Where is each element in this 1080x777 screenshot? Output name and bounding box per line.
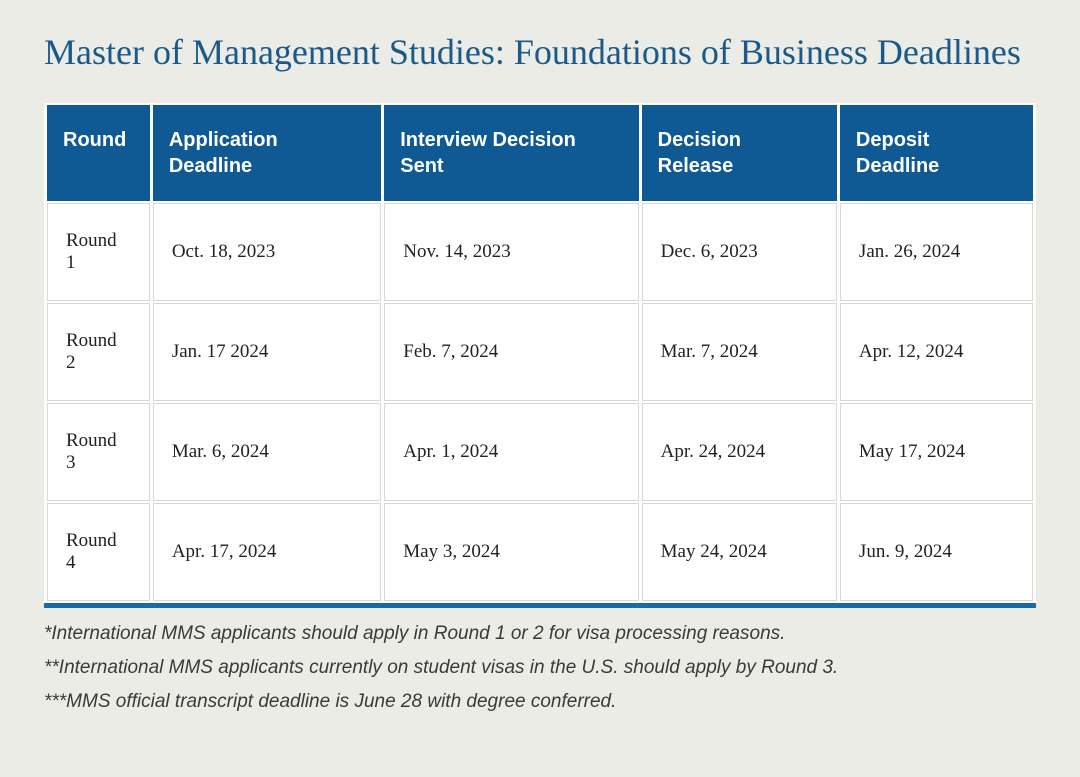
cell-interview: Nov. 14, 2023 xyxy=(384,203,638,301)
col-interview: Interview Decision Sent xyxy=(384,105,638,201)
table-row: Round 3 Mar. 6, 2024 Apr. 1, 2024 Apr. 2… xyxy=(47,403,1033,501)
cell-app: Mar. 6, 2024 xyxy=(153,403,381,501)
cell-round: Round 3 xyxy=(47,403,150,501)
cell-round: Round 1 xyxy=(47,203,150,301)
col-deposit: Deposit Deadline xyxy=(840,105,1033,201)
page-title: Master of Management Studies: Foundation… xyxy=(44,28,1036,77)
footnote: ***MMS official transcript deadline is J… xyxy=(44,686,1036,718)
table-row: Round 4 Apr. 17, 2024 May 3, 2024 May 24… xyxy=(47,503,1033,601)
cell-decision: May 24, 2024 xyxy=(642,503,837,601)
col-round: Round xyxy=(47,105,150,201)
cell-interview: May 3, 2024 xyxy=(384,503,638,601)
cell-deposit: Jan. 26, 2024 xyxy=(840,203,1033,301)
table-header-row: Round Application Deadline Interview Dec… xyxy=(47,105,1033,201)
cell-interview: Apr. 1, 2024 xyxy=(384,403,638,501)
table-row: Round 2 Jan. 17 2024 Feb. 7, 2024 Mar. 7… xyxy=(47,303,1033,401)
footnote: *International MMS applicants should app… xyxy=(44,618,1036,650)
cell-decision: Apr. 24, 2024 xyxy=(642,403,837,501)
cell-deposit: May 17, 2024 xyxy=(840,403,1033,501)
cell-app: Oct. 18, 2023 xyxy=(153,203,381,301)
cell-app: Apr. 17, 2024 xyxy=(153,503,381,601)
cell-deposit: Jun. 9, 2024 xyxy=(840,503,1033,601)
cell-interview: Feb. 7, 2024 xyxy=(384,303,638,401)
col-app: Application Deadline xyxy=(153,105,381,201)
cell-round: Round 2 xyxy=(47,303,150,401)
cell-round: Round 4 xyxy=(47,503,150,601)
deadlines-table: Round Application Deadline Interview Dec… xyxy=(44,103,1036,608)
cell-decision: Mar. 7, 2024 xyxy=(642,303,837,401)
cell-app: Jan. 17 2024 xyxy=(153,303,381,401)
cell-deposit: Apr. 12, 2024 xyxy=(840,303,1033,401)
table-row: Round 1 Oct. 18, 2023 Nov. 14, 2023 Dec.… xyxy=(47,203,1033,301)
footnote: **International MMS applicants currently… xyxy=(44,652,1036,684)
footnotes: *International MMS applicants should app… xyxy=(44,618,1036,719)
cell-decision: Dec. 6, 2023 xyxy=(642,203,837,301)
col-decision: Decision Release xyxy=(642,105,837,201)
